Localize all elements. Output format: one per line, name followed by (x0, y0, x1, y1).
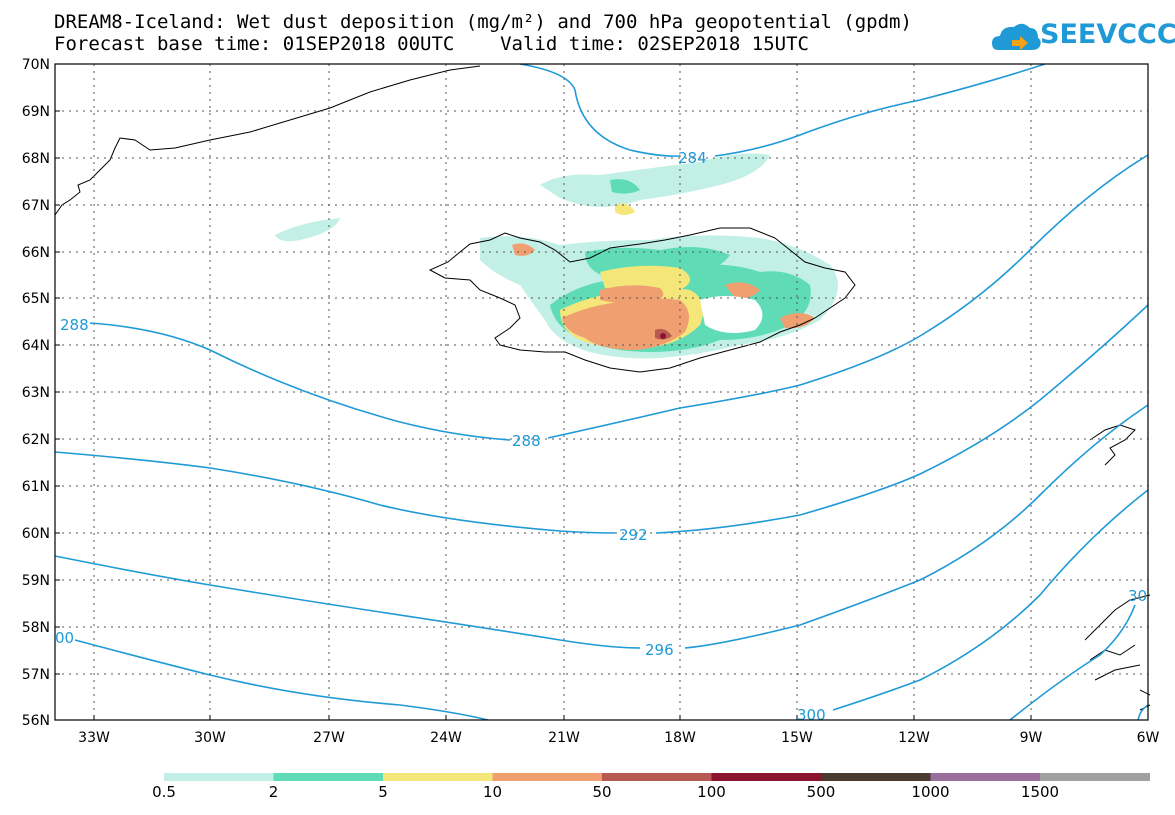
legend-swatch (273, 773, 384, 781)
lat-label: 64N (22, 338, 50, 354)
legend-swatch (383, 773, 493, 781)
legend-label: 5 (378, 783, 388, 801)
legend-label: 50 (592, 783, 612, 801)
legend-swatch (602, 773, 712, 781)
contour-label: 296 (645, 641, 674, 659)
lat-label: 63N (22, 385, 50, 401)
geopotential-contours (54, 63, 1149, 721)
contour-label: 292 (619, 526, 648, 544)
dust-deposition-field (275, 153, 838, 359)
legend-label: 500 (806, 783, 836, 801)
lat-label: 57N (22, 667, 50, 683)
contour-label: 288 (512, 432, 541, 450)
legend-colorbar (164, 773, 1150, 781)
lon-label: 21W (548, 730, 580, 746)
lon-label: 18W (664, 730, 696, 746)
legend-swatch (164, 773, 274, 781)
contour-label: 288 (60, 316, 89, 334)
lon-label: 24W (430, 730, 462, 746)
coastlines (54, 65, 1151, 711)
legend-label: 1000 (911, 783, 950, 801)
contour-label: 284 (678, 149, 707, 167)
lon-label: 15W (781, 730, 813, 746)
legend-label: 2 (268, 783, 279, 801)
contour-labels: 284 288 288 292 296 300 00 30 (55, 149, 1147, 724)
legend-label: 0.5 (152, 783, 176, 801)
legend-label: 1500 (1020, 783, 1060, 801)
graticule (55, 64, 1148, 720)
contour-label: 30 (1128, 587, 1147, 605)
lat-label: 68N (22, 151, 50, 167)
lat-label: 69N (22, 104, 50, 120)
contour-label: 00 (55, 629, 74, 647)
legend-swatch (930, 773, 1041, 781)
lat-label: 62N (22, 432, 50, 448)
lat-label: 70N (22, 57, 50, 73)
lat-label: 59N (22, 573, 50, 589)
lat-label: 60N (22, 526, 50, 542)
lat-label: 56N (22, 713, 50, 729)
lat-label: 58N (22, 620, 50, 636)
lon-label: 27W (313, 730, 345, 746)
lat-label: 67N (22, 198, 50, 214)
cloud-icon (992, 23, 1041, 50)
logo-text: SEEVCCC (1040, 19, 1175, 50)
lon-label: 33W (78, 730, 110, 746)
lon-label: 6W (1137, 730, 1160, 746)
lat-label: 66N (22, 245, 50, 261)
map-subtitle: Forecast base time: 01SEP2018 00UTC Vali… (54, 33, 809, 55)
lat-label: 65N (22, 291, 50, 307)
legend-swatch (1040, 773, 1150, 781)
legend-swatch (492, 773, 603, 781)
lon-label: 30W (194, 730, 226, 746)
legend-label: 10 (482, 783, 503, 801)
lon-label: 12W (898, 730, 930, 746)
map-title: DREAM8-Iceland: Wet dust deposition (mg/… (54, 11, 912, 33)
legend-label: 100 (697, 783, 726, 801)
contour-label: 300 (797, 706, 826, 724)
legend-swatch (711, 773, 822, 781)
lat-label: 61N (22, 479, 50, 495)
legend-swatch (821, 773, 931, 781)
lon-label: 9W (1020, 730, 1043, 746)
